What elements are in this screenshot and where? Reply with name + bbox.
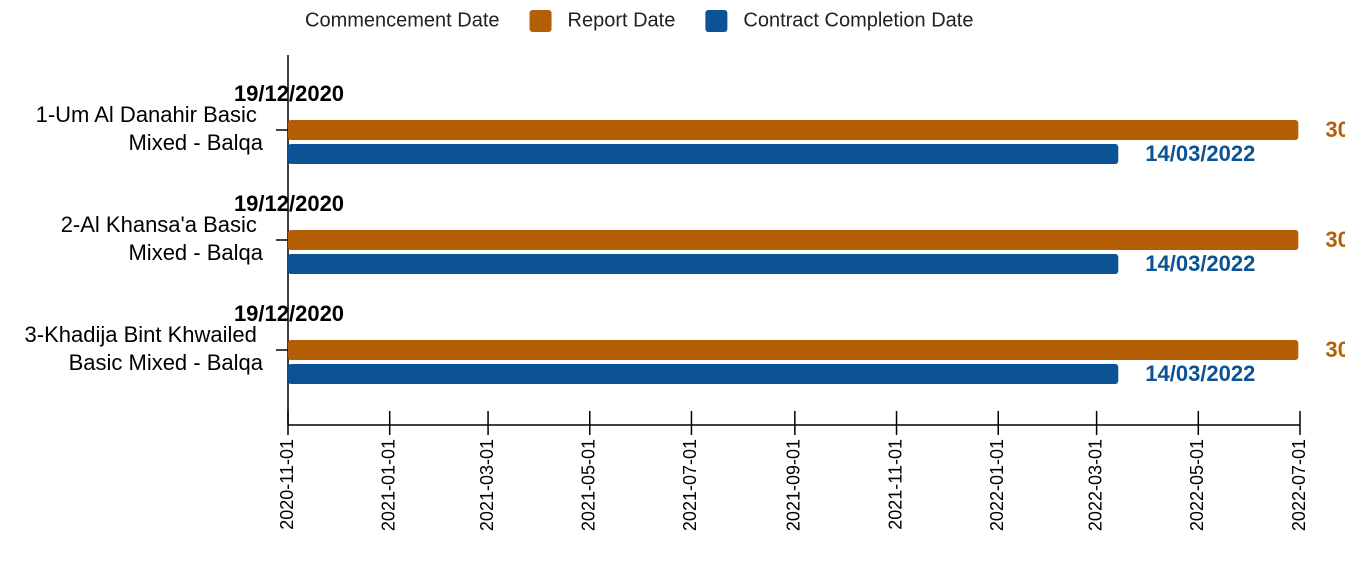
y-tick-label: 2-Al Khansa'a Basic Mixed - Balqa [61, 212, 264, 265]
y-tick-label: 1-Um Al Danahir Basic Mixed - Balqa [36, 102, 264, 155]
x-tick-label: 2022-01-01 [987, 439, 1007, 531]
x-tick-label: 2021-07-01 [680, 439, 700, 531]
x-tick-label: 2021-01-01 [378, 439, 398, 531]
x-tick-label: 2021-11-01 [885, 439, 905, 530]
y-tick-label: 3-Khadija Bint Khwailed Basic Mixed - Ba… [25, 322, 264, 375]
value-label: 14/03/2022 [1145, 361, 1255, 386]
value-label: 19/12/2020 [234, 191, 344, 216]
value-label: 19/12/2020 [234, 81, 344, 106]
value-label: 14/03/2022 [1145, 141, 1255, 166]
x-tick-label: 2022-07-01 [1289, 439, 1309, 531]
bar [288, 340, 1299, 360]
value-label: 14/03/2022 [1145, 251, 1255, 276]
legend-swatch [705, 10, 728, 32]
value-label: 19/12/2020 [234, 301, 344, 326]
legend-label: Contract Completion Date [743, 9, 973, 31]
x-tick-label: 2020-11-01 [277, 439, 297, 530]
value-label: 30/06/2022 [1325, 337, 1345, 362]
bar [288, 144, 1119, 164]
x-tick-label: 2021-03-01 [477, 439, 497, 531]
bar [288, 254, 1119, 274]
x-tick-label: 2022-03-01 [1085, 439, 1105, 531]
x-tick-label: 2022-05-01 [1187, 439, 1207, 531]
x-tick-label: 2021-05-01 [579, 439, 599, 531]
value-label: 30/06/2022 [1325, 117, 1345, 142]
bar [288, 120, 1299, 140]
legend-label: Report Date [568, 9, 676, 31]
legend-label: Commencement Date [305, 9, 500, 31]
legend-swatch [529, 10, 552, 32]
bar [288, 230, 1299, 250]
bar [288, 364, 1119, 384]
value-label: 30/06/2022 [1325, 227, 1345, 252]
x-tick-label: 2021-09-01 [784, 439, 804, 531]
